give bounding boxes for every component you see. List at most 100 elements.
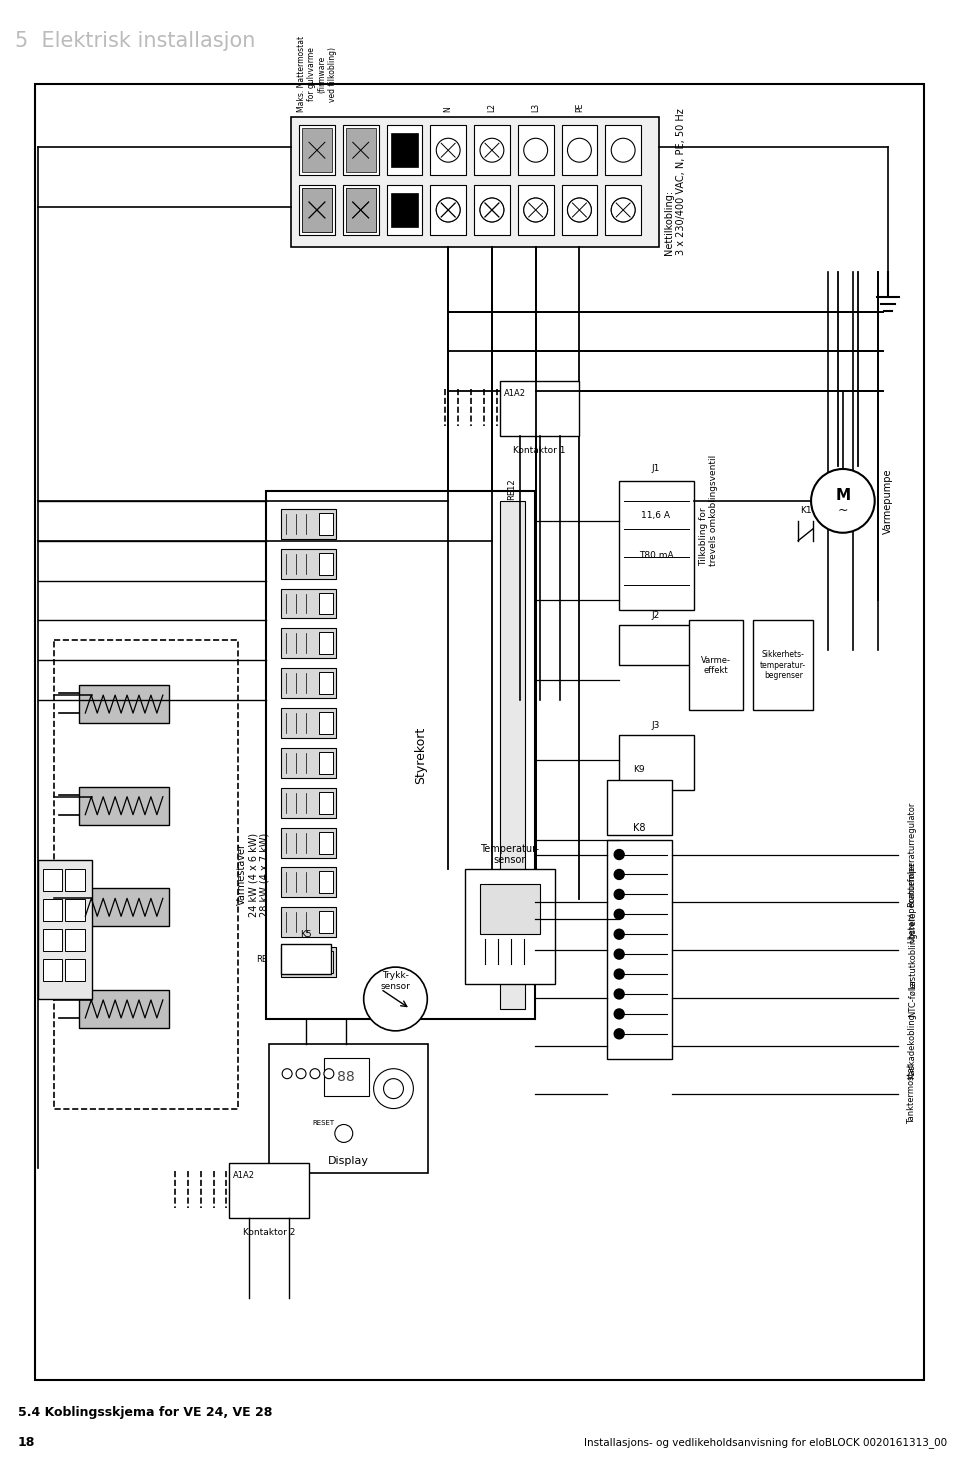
Circle shape [614,1009,624,1019]
Bar [229,1164,309,1218]
Bar [302,128,332,172]
Circle shape [524,199,547,222]
Text: 11,6 A: 11,6 A [641,511,670,520]
Bar [80,787,169,825]
Circle shape [614,988,624,999]
Text: N: N [444,107,453,112]
Text: Installasjons- og vedlikeholdsanvisning for eloBLOCK 0020161313_00: Installasjons- og vedlikeholdsanvisning … [584,1437,948,1448]
Bar [319,712,333,734]
Bar [319,872,333,894]
Text: L3: L3 [531,104,540,112]
Text: T80 mA: T80 mA [638,552,673,561]
Bar [474,126,510,175]
Bar [35,85,924,1380]
Circle shape [614,949,624,959]
Bar [281,588,336,619]
Circle shape [282,1069,292,1079]
Bar [37,860,92,999]
Bar [65,870,85,892]
Bar [387,126,422,175]
Bar [281,788,336,818]
Circle shape [524,199,547,222]
Bar [302,188,332,232]
Text: Varme-
effekt: Varme- effekt [701,656,731,675]
Bar [619,480,694,610]
Circle shape [811,469,875,533]
Circle shape [436,199,460,222]
Circle shape [614,969,624,980]
Bar [319,752,333,774]
Text: Trykk-
sensor: Trykk- sensor [380,971,411,991]
Circle shape [296,1069,306,1079]
Bar [281,669,336,698]
Circle shape [335,1124,352,1142]
Bar [605,126,641,175]
Bar [319,512,333,534]
Circle shape [567,199,591,222]
Bar [65,929,85,950]
Text: Varmepumpe: Varmepumpe [882,469,893,533]
Text: L2: L2 [488,104,496,112]
Bar [300,185,335,235]
Bar [465,870,555,984]
Text: Tanktermostat: Tanktermostat [907,1063,917,1124]
Bar [65,899,85,921]
Text: 88: 88 [337,1070,354,1083]
Bar [281,828,336,857]
Bar [619,625,694,666]
Text: K9: K9 [634,765,645,774]
Bar [302,188,332,232]
Text: PE: PE [575,104,584,112]
Circle shape [614,910,624,920]
Text: Lastutkoblingsrelé: Lastutkoblingsrelé [907,911,917,988]
Bar [517,126,554,175]
Circle shape [480,199,504,222]
Text: Display: Display [328,1156,370,1167]
Circle shape [436,139,460,162]
Text: Varmestaver
24 kW (4 x 6 kW)
28 kW (4 x 7 kW): Varmestaver 24 kW (4 x 6 kW) 28 kW (4 x … [237,832,270,917]
Bar [319,632,333,654]
Text: 18: 18 [17,1435,36,1448]
Text: Sikkerhets-
temperatur-
begrenser: Sikkerhets- temperatur- begrenser [760,650,806,680]
Bar [80,990,169,1028]
Circle shape [612,199,636,222]
Text: Kontaktor 1: Kontaktor 1 [514,445,565,454]
Text: RE12: RE12 [507,477,516,499]
Text: Kaskadekobling: Kaskadekobling [907,1013,917,1079]
Bar [391,133,419,166]
Bar [291,117,659,247]
Bar [346,128,375,172]
Bar [608,839,672,1058]
Bar [281,510,336,539]
Bar [281,748,336,778]
Circle shape [614,850,624,860]
Bar [319,950,333,972]
Text: Temperatur-
sensor: Temperatur- sensor [480,844,540,866]
Circle shape [373,1069,414,1108]
Text: 5.4 Koblingsskjema for VE 24, VE 28: 5.4 Koblingsskjema for VE 24, VE 28 [17,1406,272,1419]
Bar [281,948,336,977]
Bar [430,126,467,175]
Bar [319,791,333,813]
Text: J2: J2 [652,610,660,620]
Bar [619,734,694,790]
Circle shape [567,139,591,162]
Bar [80,888,169,926]
Text: K8: K8 [633,822,645,832]
Bar [319,553,333,575]
Bar [281,945,331,974]
Bar [430,185,467,235]
Circle shape [364,967,427,1031]
Bar [269,1044,428,1174]
Bar [343,185,378,235]
Bar [688,620,743,710]
Circle shape [614,889,624,899]
Circle shape [324,1069,334,1079]
Text: A1A2: A1A2 [233,1171,255,1180]
Bar [42,899,62,921]
Text: NTC-føler: NTC-føler [907,978,917,1018]
Circle shape [524,139,547,162]
Bar [281,549,336,578]
Text: M: M [835,489,851,504]
Text: J1: J1 [652,464,660,473]
